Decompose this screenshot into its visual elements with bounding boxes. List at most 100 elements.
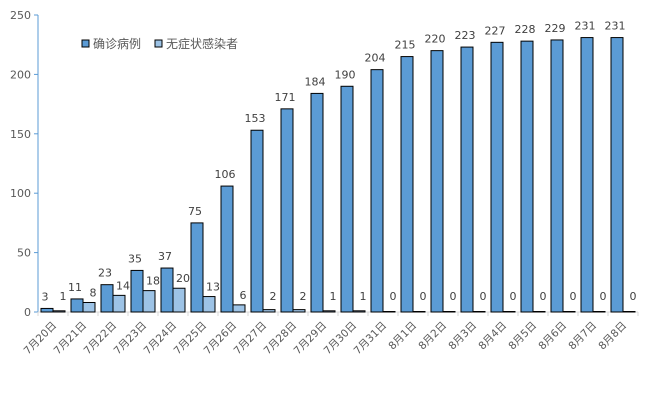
bar-asymptomatic xyxy=(82,301,96,313)
bar-confirmed xyxy=(70,298,84,313)
legend-label: 无症状感染者 xyxy=(166,36,238,51)
bar-confirmed xyxy=(160,267,174,313)
bar-asymptomatic xyxy=(592,311,606,313)
x-tick-label: 8月7日 xyxy=(566,320,599,353)
data-label: 220 xyxy=(425,33,446,46)
bar-confirmed xyxy=(610,37,624,313)
bar-asymptomatic xyxy=(352,310,366,313)
bar-asymptomatic xyxy=(322,310,336,313)
x-tick-label: 7月31日 xyxy=(352,320,390,358)
bar-asymptomatic xyxy=(202,296,216,313)
bar-asymptomatic xyxy=(232,304,246,313)
data-label: 37 xyxy=(158,250,172,263)
bar-confirmed xyxy=(490,41,504,313)
data-label: 18 xyxy=(146,275,160,288)
data-label: 8 xyxy=(90,286,97,299)
data-label: 0 xyxy=(630,290,637,303)
bar-asymptomatic xyxy=(502,311,516,313)
bar-confirmed xyxy=(280,108,294,313)
bar-confirmed xyxy=(460,46,474,313)
y-tick-label: 250 xyxy=(10,9,31,22)
bar-asymptomatic xyxy=(172,287,186,313)
x-tick-label: 8月5日 xyxy=(506,320,539,353)
x-tick-label: 8月6日 xyxy=(536,320,569,353)
data-label: 0 xyxy=(510,290,517,303)
data-label: 0 xyxy=(420,290,427,303)
data-label: 171 xyxy=(275,91,296,104)
data-label: 229 xyxy=(545,22,566,35)
data-label: 75 xyxy=(188,205,202,218)
bar-confirmed xyxy=(520,40,534,313)
bar-confirmed xyxy=(250,129,264,313)
data-label: 0 xyxy=(390,290,397,303)
bar-asymptomatic xyxy=(262,309,276,313)
data-label: 106 xyxy=(215,168,236,181)
x-tick-label: 8月3日 xyxy=(446,320,479,353)
data-label: 231 xyxy=(605,20,626,33)
data-label: 1 xyxy=(60,290,67,303)
bar-asymptomatic xyxy=(472,311,486,313)
data-label: 0 xyxy=(540,290,547,303)
data-label: 153 xyxy=(245,112,266,125)
data-label: 0 xyxy=(600,290,607,303)
legend-swatch xyxy=(81,39,90,48)
y-tick-label: 50 xyxy=(17,247,31,260)
data-label: 1 xyxy=(330,290,337,303)
data-label: 227 xyxy=(485,24,506,37)
bar-confirmed xyxy=(220,185,234,313)
legend-label: 确诊病例 xyxy=(93,36,141,51)
data-label: 23 xyxy=(98,267,112,280)
bar-asymptomatic xyxy=(292,309,306,313)
y-tick-label: 0 xyxy=(24,306,31,319)
data-label: 215 xyxy=(395,39,416,52)
data-label: 6 xyxy=(240,289,247,302)
bar-asymptomatic xyxy=(142,290,156,313)
bars xyxy=(40,37,636,313)
y-tick-label: 150 xyxy=(10,128,31,141)
x-tick-label: 8月8日 xyxy=(596,320,629,353)
data-label: 190 xyxy=(335,68,356,81)
data-label: 228 xyxy=(515,23,536,36)
data-label: 20 xyxy=(176,272,190,285)
bar-confirmed xyxy=(580,37,594,313)
bar-confirmed xyxy=(100,284,114,313)
data-label: 0 xyxy=(480,290,487,303)
data-label: 204 xyxy=(365,52,386,65)
data-label: 2 xyxy=(300,290,307,303)
bar-asymptomatic xyxy=(622,311,636,313)
bar-asymptomatic xyxy=(442,311,456,313)
x-tick-label: 8月1日 xyxy=(386,320,419,353)
data-label: 184 xyxy=(305,75,326,88)
y-axis: 0 50 100 150 200 250 xyxy=(10,9,39,319)
bar-confirmed xyxy=(340,85,354,313)
bar-asymptomatic xyxy=(382,311,396,313)
x-tick-label: 8月2日 xyxy=(416,320,449,353)
data-label: 35 xyxy=(128,252,142,265)
bar-confirmed xyxy=(190,222,204,313)
data-label: 231 xyxy=(575,20,596,33)
bar-asymptomatic xyxy=(532,311,546,313)
legend: 确诊病例 无症状感染者 xyxy=(81,36,238,51)
bar-asymptomatic xyxy=(562,311,576,313)
legend-swatch xyxy=(154,39,163,48)
bar-confirmed xyxy=(550,39,564,313)
data-label: 0 xyxy=(450,290,457,303)
data-label: 14 xyxy=(116,279,130,292)
bar-confirmed xyxy=(130,269,144,313)
bar-confirmed xyxy=(310,92,324,313)
bar-confirmed xyxy=(370,69,384,313)
bar-confirmed xyxy=(430,50,444,313)
data-label: 11 xyxy=(68,281,82,294)
bar-confirmed xyxy=(400,56,414,313)
data-label: 223 xyxy=(455,29,476,42)
data-label: 13 xyxy=(206,281,220,294)
bar-asymptomatic xyxy=(412,311,426,313)
y-tick-label: 200 xyxy=(10,68,31,81)
bar-asymptomatic xyxy=(112,294,126,313)
data-label: 2 xyxy=(270,290,277,303)
x-tick-label: 8月4日 xyxy=(476,320,509,353)
y-tick-label: 100 xyxy=(10,187,31,200)
bar-confirmed xyxy=(40,307,54,313)
